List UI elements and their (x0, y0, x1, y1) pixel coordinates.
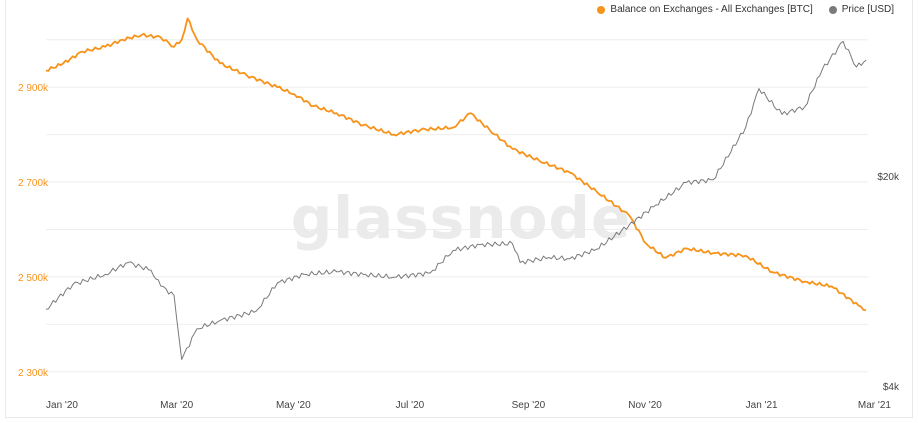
chart-plot-area: glassnode 2 300k 2 500k 2 700k 2 900k $4k $2… (18, 17, 900, 411)
chart-container: Balance on Exchanges - All Exchanges [BT… (5, 0, 913, 418)
y-right-tick-label: $4k (883, 382, 900, 393)
x-tick-label: Sep '20 (512, 400, 546, 411)
y-left-tick-label: 2 300k (18, 368, 49, 379)
y-left-tick-label: 2 500k (18, 273, 49, 284)
x-tick-label: Jan '21 (746, 400, 778, 411)
x-tick-label: Nov '20 (628, 400, 662, 411)
x-tick-label: Jan '20 (46, 400, 78, 411)
y-right-tick-label: $20k (877, 172, 900, 183)
x-axis: Jan '20 Mar '20 May '20 Jul '20 Sep '20 Nov '… (46, 400, 891, 411)
legend-item-price[interactable]: Price [USD] (828, 4, 894, 15)
series-line-balance (45, 17, 867, 311)
x-tick-label: Jul '20 (396, 400, 425, 411)
watermark-text: glassnode (291, 184, 632, 252)
x-tick-label: Mar '21 (858, 400, 891, 411)
legend-label-balance: Balance on Exchanges - All Exchanges [BT… (610, 4, 813, 15)
series-layer (45, 17, 867, 360)
y-left-tick-label: 2 900k (18, 83, 49, 94)
legend-label-price: Price [USD] (841, 4, 894, 15)
x-tick-label: May '20 (276, 400, 311, 411)
gridlines (46, 39, 868, 373)
legend-item-balance[interactable]: Balance on Exchanges - All Exchanges [BT… (597, 4, 813, 15)
chart-legend: Balance on Exchanges - All Exchanges [BT… (597, 4, 894, 15)
y-axis-right: $4k $20k (877, 172, 900, 393)
legend-dot-balance (597, 5, 606, 14)
y-left-tick-label: 2 700k (18, 178, 49, 189)
legend-dot-price (828, 5, 837, 14)
y-axis-left: 2 300k 2 500k 2 700k 2 900k (18, 83, 49, 379)
series-line-price (45, 40, 867, 360)
x-tick-label: Mar '20 (160, 400, 193, 411)
